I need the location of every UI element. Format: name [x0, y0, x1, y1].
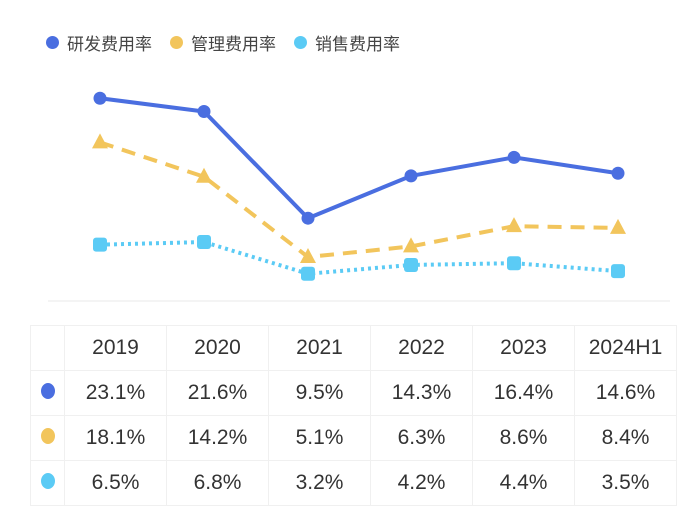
legend-item-sales[interactable]: 销售费用率 [294, 30, 400, 55]
data-point[interactable] [93, 237, 107, 252]
table-cell: 6.5% [64, 460, 167, 506]
data-point[interactable] [507, 150, 521, 164]
table-cell: 14.6% [574, 370, 677, 416]
column-header: 2023 [472, 325, 575, 371]
legend-marker-icon [294, 36, 307, 49]
series-line-2 [99, 240, 619, 276]
data-table: 2019 2020 2021 2022 2023 2024H1 23.1% 21.6% 9.5… [30, 325, 677, 506]
data-point[interactable] [301, 266, 315, 281]
column-header: 2021 [268, 325, 371, 371]
table-row: 6.5% 6.8% 3.2% 4.2% 4.4% 3.5% [30, 460, 677, 506]
data-point[interactable] [506, 217, 522, 233]
table-cell: 3.2% [268, 460, 371, 506]
data-point[interactable] [610, 218, 626, 234]
table-cell: 8.6% [472, 415, 575, 461]
line-chart [48, 91, 670, 302]
data-point[interactable] [196, 167, 212, 183]
series-line-1 [99, 140, 619, 260]
legend-label: 销售费用率 [315, 35, 400, 54]
legend-marker-icon [170, 36, 183, 49]
legend-label: 管理费用率 [191, 35, 276, 54]
table-cell: 21.6% [166, 370, 269, 416]
column-header: 2022 [370, 325, 473, 371]
data-point[interactable] [404, 257, 418, 272]
legend-item-rd[interactable]: 研发费用率 [46, 30, 152, 55]
table-cell: 16.4% [472, 370, 575, 416]
column-header: 2024H1 [574, 325, 677, 371]
data-point[interactable] [93, 91, 107, 105]
table-header-row: 2019 2020 2021 2022 2023 2024H1 [30, 325, 677, 371]
table-cell: 4.2% [370, 460, 473, 506]
series-dot-icon [40, 473, 55, 489]
table-cell: 23.1% [64, 370, 167, 416]
column-header: 2020 [166, 325, 269, 371]
table-cell: 5.1% [268, 415, 371, 461]
data-point[interactable] [404, 169, 418, 183]
table-cell: 4.4% [472, 460, 575, 506]
series-dot-icon [40, 383, 55, 399]
legend: 研发费用率 管理费用率 销售费用率 [46, 30, 400, 55]
table-cell: 18.1% [64, 415, 167, 461]
data-point[interactable] [197, 235, 211, 250]
row-marker [30, 460, 65, 506]
data-point[interactable] [300, 248, 316, 264]
data-point[interactable] [403, 237, 419, 253]
table-cell: 3.5% [574, 460, 677, 506]
legend-item-admin[interactable]: 管理费用率 [170, 30, 276, 55]
table-cell: 14.2% [166, 415, 269, 461]
table-cell: 6.8% [166, 460, 269, 506]
table-row: 23.1% 21.6% 9.5% 14.3% 16.4% 14.6% [30, 370, 677, 416]
data-point[interactable] [611, 166, 625, 180]
table-cell: 6.3% [370, 415, 473, 461]
data-point[interactable] [197, 104, 211, 118]
data-point[interactable] [611, 264, 625, 279]
table-cell: 9.5% [268, 370, 371, 416]
legend-marker-icon [46, 36, 59, 49]
legend-label: 研发费用率 [67, 35, 152, 54]
series-dot-icon [40, 428, 55, 444]
data-point[interactable] [507, 256, 521, 271]
row-marker [30, 415, 65, 461]
table-cell: 14.3% [370, 370, 473, 416]
series-line-0 [99, 96, 619, 221]
table-cell: 8.4% [574, 415, 677, 461]
header-blank [30, 325, 65, 371]
table-row: 18.1% 14.2% 5.1% 6.3% 8.6% 8.4% [30, 415, 677, 461]
data-point[interactable] [301, 211, 315, 225]
data-point[interactable] [92, 133, 108, 149]
column-header: 2019 [64, 325, 167, 371]
row-marker [30, 370, 65, 416]
